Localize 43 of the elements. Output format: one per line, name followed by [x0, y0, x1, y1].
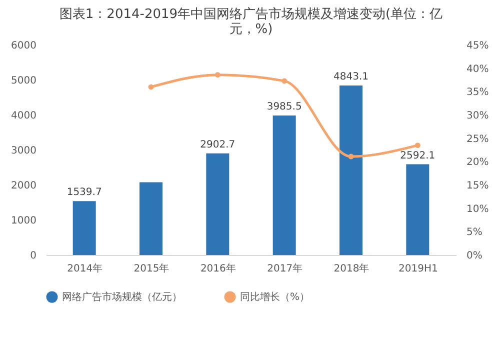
data-label: 3985.5	[266, 102, 302, 113]
bar	[140, 182, 162, 255]
bar	[72, 201, 96, 255]
y2-tick-label: 10%	[466, 204, 489, 215]
point	[282, 78, 288, 84]
bar	[206, 153, 230, 255]
y2-tick-label: 20%	[466, 157, 489, 168]
text: 元，%)	[229, 22, 273, 37]
y2-tick-label: 40%	[466, 64, 489, 75]
bar	[272, 116, 296, 255]
point	[348, 154, 354, 160]
y-tick-label: 0	[30, 250, 36, 262]
legend-label: 网络广告市场规模（亿元）	[62, 291, 182, 303]
y-tick-label: 4000	[11, 110, 36, 122]
y2-tick-label: 15%	[466, 180, 489, 192]
y2-tick-label: 5%	[466, 227, 482, 238]
bar	[406, 164, 430, 255]
y2-tick-label: 30%	[466, 110, 489, 122]
x-tick-label: 2016年	[200, 262, 236, 274]
point	[214, 72, 220, 78]
data-label: 2592.1	[400, 150, 436, 162]
data-label: 2902.7	[200, 139, 236, 150]
point	[148, 84, 154, 90]
y-tick-label: 1000	[11, 216, 36, 226]
y2-tick-label: 35%	[466, 87, 489, 98]
bar	[340, 85, 362, 255]
data-label: 1539.7	[66, 187, 102, 198]
y-tick-label: 5000	[11, 76, 36, 86]
data-label: 4843.1	[334, 71, 368, 82]
text: 图表1：2014-2019年中国网络广告市场规模及增速变动(单位：亿	[59, 7, 443, 22]
x-tick-label: 2015年	[134, 262, 170, 274]
y-tick-label: 2000	[11, 180, 36, 192]
x-tick-label: 2014年	[67, 262, 103, 274]
legend-label: 同比增长（%）	[240, 291, 310, 303]
x-tick-label: 2018年	[334, 262, 370, 274]
y-tick-label: 3000	[11, 146, 36, 156]
y2-tick-label: 45%	[466, 40, 489, 52]
y2-tick-label: 0%	[466, 250, 482, 262]
point	[414, 142, 420, 148]
x-tick-label: 2017年	[267, 262, 303, 274]
y-tick-label: 6000	[11, 40, 36, 52]
y2-tick-label: 25%	[466, 134, 489, 145]
x-tick-label: 2019H1	[398, 264, 438, 274]
